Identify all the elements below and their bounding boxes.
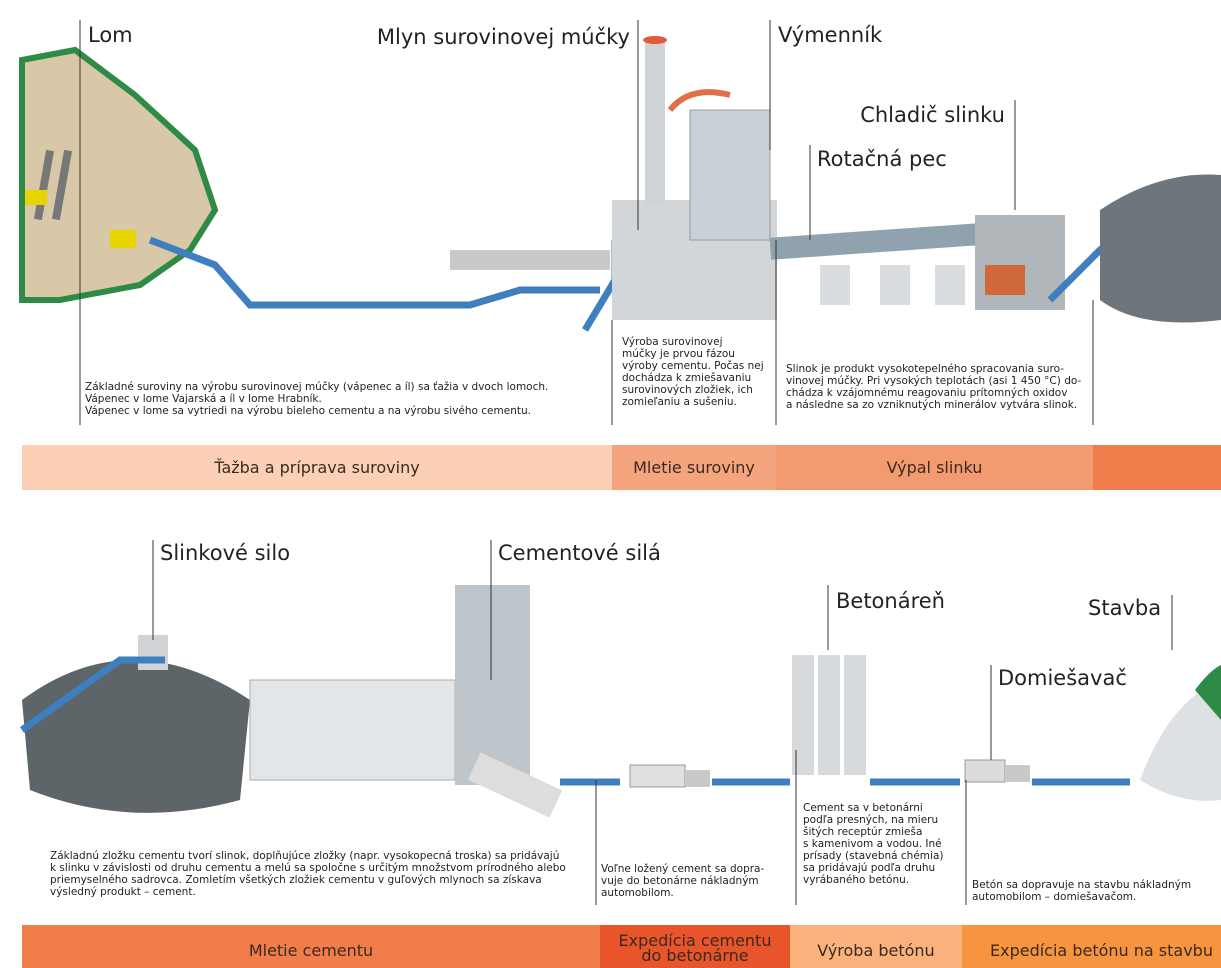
stage-bar (776, 445, 1093, 490)
process-label: Rotačná pec (817, 147, 947, 171)
stage-label: Expedícia cementu (619, 931, 772, 950)
stage-label: Ťažba a príprava suroviny (213, 458, 419, 477)
description-line: múčky je prvou fázou (622, 348, 735, 360)
stage-bar (22, 445, 612, 490)
stage-label: Výroba betónu (817, 941, 934, 960)
stage-bar (600, 925, 790, 968)
stage-label: Výpal slinku (887, 458, 983, 477)
description-line: Betón sa dopravuje na stavbu nákladným (972, 879, 1191, 891)
description-line: prísady (stavebná chémia) (803, 850, 943, 862)
description-line: dochádza k zmiešavaniu (622, 372, 751, 384)
leader-lines (79, 20, 1173, 905)
stage-label: Mletie cementu (249, 941, 373, 960)
description-line: Cement sa v betonárni (803, 802, 923, 814)
process-label: Slinkové silo (160, 541, 290, 565)
process-label: Chladič slinku (860, 103, 1005, 127)
description-line: chádza k vzájomnému reagovaniu prítomnýc… (786, 387, 1067, 399)
stage-label: Mletie suroviny (633, 458, 755, 477)
top-illustration (19, 36, 1221, 332)
description-line: výsledný produkt – cement. (50, 886, 196, 898)
description-line: vuje do betonárne nákladným (601, 875, 759, 887)
texts: Lom Mlyn surovinovej múčky Výmenník Chladič… (50, 23, 1191, 903)
description-line: sa pridávajú podľa druhu (803, 862, 935, 874)
process-label: Výmenník (778, 23, 883, 47)
process-label: Betonáreň (836, 589, 945, 613)
description-line: vinovej múčky. Pri vysokých teplotách (a… (786, 375, 1081, 387)
description-line: automobilom – domiešavačom. (972, 891, 1136, 903)
description-line: surovinových zložiek, ich (622, 384, 753, 396)
process-label: Cementové silá (498, 541, 661, 565)
description-line: výroby cementu. Počas nej (622, 360, 764, 372)
description-line: k slinku v závislosti od druhu cementu a… (50, 862, 566, 874)
description-line: a následne sa zo vzniknutých minerálov v… (786, 399, 1077, 411)
description-line: automobilom. (601, 887, 674, 899)
description-line: podľa presných, na mieru (803, 814, 938, 826)
description-line: Vápenec v lome Vajarská a íl v lome Hrab… (85, 393, 322, 405)
description-line: šitých receptúr zmieša (803, 826, 922, 838)
description-line: vyrábaného betónu. (803, 874, 909, 886)
description-line: priemyselného sadrovca. Zomletím všetkýc… (50, 874, 542, 886)
description-line: Slinok je produkt vysokotepelného spraco… (786, 363, 1064, 375)
bottom-illustration (19, 585, 1221, 818)
process-label: Domiešavač (998, 666, 1127, 690)
stage-bar (790, 925, 962, 968)
stage-bar (22, 925, 600, 968)
description-line: s kamenivom a vodou. Iné (803, 838, 942, 850)
description-line: Základnú zložku cementu tvorí slinok, do… (50, 850, 559, 862)
description-line: Základné suroviny na výrobu surovinovej … (85, 381, 548, 393)
process-label: Lom (88, 23, 133, 47)
description-line: Vápenec v lome sa vytriedi na výrobu bie… (85, 405, 531, 417)
stage-bars: Ťažba a príprava suroviny Mletie suroviny… (22, 445, 1221, 968)
stage-label: Expedícia betónu na stavbu (990, 941, 1213, 960)
description-line: Výroba surovinovej (622, 336, 723, 348)
stage-label: do betonárne (641, 946, 748, 965)
description-line: zomieľaniu a sušeniu. (622, 396, 737, 408)
process-label: Stavba (1088, 596, 1161, 620)
stage-bar (612, 445, 776, 490)
description-line: Voľne ložený cement sa dopra- (601, 863, 764, 875)
process-label: Mlyn surovinovej múčky (377, 25, 630, 49)
stage-bar (962, 925, 1221, 968)
stage-bar (1093, 445, 1221, 490)
